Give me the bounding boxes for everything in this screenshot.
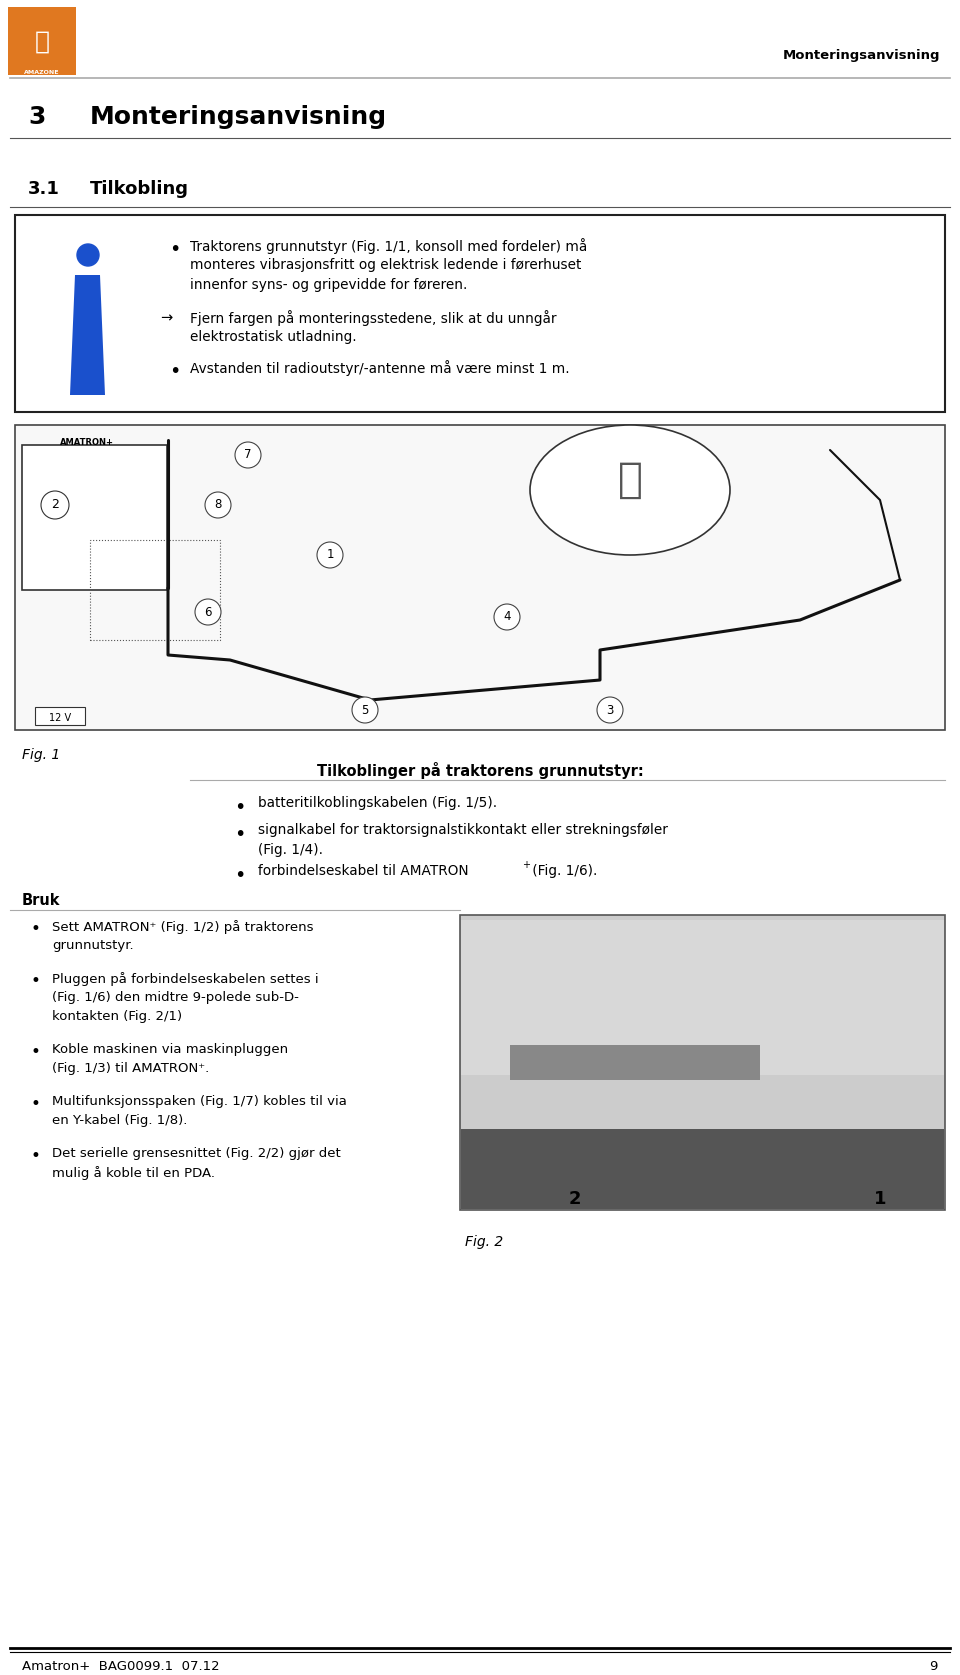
Text: 🚜: 🚜 [617, 459, 642, 501]
Text: (Fig. 1/6).: (Fig. 1/6). [528, 864, 597, 878]
Text: •: • [30, 1095, 40, 1112]
FancyBboxPatch shape [15, 214, 945, 412]
Text: innenfor syns- og gripevidde for føreren.: innenfor syns- og gripevidde for føreren… [190, 278, 468, 291]
Text: 3.1: 3.1 [28, 179, 60, 198]
Text: •: • [234, 797, 246, 817]
Text: Tilkobling: Tilkobling [90, 179, 189, 198]
Text: •: • [169, 240, 180, 260]
Text: •: • [30, 1044, 40, 1060]
Text: •: • [234, 866, 246, 884]
Polygon shape [70, 275, 105, 395]
Text: Monteringsanvisning: Monteringsanvisning [782, 49, 940, 62]
Text: Koble maskinen via maskinpluggen: Koble maskinen via maskinpluggen [52, 1044, 288, 1055]
Text: Multifunksjonsspaken (Fig. 1/7) kobles til via: Multifunksjonsspaken (Fig. 1/7) kobles t… [52, 1095, 347, 1107]
Text: (Fig. 1/6) den midtre 9-polede sub-D-: (Fig. 1/6) den midtre 9-polede sub-D- [52, 992, 299, 1003]
Text: 8: 8 [214, 499, 222, 511]
Ellipse shape [530, 425, 730, 554]
FancyBboxPatch shape [510, 1045, 760, 1080]
Text: Det serielle grensesnittet (Fig. 2/2) gjør det: Det serielle grensesnittet (Fig. 2/2) gj… [52, 1147, 341, 1161]
Bar [35, 707, 85, 725]
Text: 4: 4 [503, 610, 511, 623]
Text: Fig. 2: Fig. 2 [465, 1234, 503, 1250]
Text: 1: 1 [874, 1189, 886, 1208]
Text: (Fig. 1/4).: (Fig. 1/4). [258, 843, 323, 858]
Text: •: • [30, 920, 40, 938]
Text: Fjern fargen på monteringsstedene, slik at du unngår: Fjern fargen på monteringsstedene, slik … [190, 310, 557, 327]
Text: Monteringsanvisning: Monteringsanvisning [90, 106, 387, 129]
Text: batteritilkoblingskabelen (Fig. 1/5).: batteritilkoblingskabelen (Fig. 1/5). [258, 796, 497, 811]
Text: 12 V: 12 V [49, 714, 71, 724]
Circle shape [235, 442, 261, 467]
Text: 3: 3 [607, 704, 613, 717]
Text: forbindelseskabel til AMATRON: forbindelseskabel til AMATRON [258, 864, 468, 878]
FancyBboxPatch shape [16, 425, 944, 729]
Text: mulig å koble til en PDA.: mulig å koble til en PDA. [52, 1166, 215, 1179]
Circle shape [494, 605, 520, 630]
Text: 7: 7 [244, 449, 252, 462]
Text: +: + [522, 859, 530, 869]
Text: Amatron+  BAG0099.1  07.12: Amatron+ BAG0099.1 07.12 [22, 1660, 220, 1673]
Text: elektrostatisk utladning.: elektrostatisk utladning. [190, 330, 356, 343]
Text: •: • [234, 826, 246, 844]
Text: kontakten (Fig. 2/1): kontakten (Fig. 2/1) [52, 1010, 182, 1023]
Circle shape [597, 697, 623, 724]
Text: Tilkoblinger på traktorens grunnutstyr:: Tilkoblinger på traktorens grunnutstyr: [317, 762, 643, 779]
Text: 5: 5 [361, 704, 369, 717]
Text: AMATRON+: AMATRON+ [60, 437, 114, 447]
Text: 9: 9 [929, 1660, 938, 1673]
Text: en Y-kabel (Fig. 1/8).: en Y-kabel (Fig. 1/8). [52, 1114, 187, 1127]
Text: 2: 2 [51, 499, 59, 511]
Text: Fig. 1: Fig. 1 [22, 749, 60, 762]
FancyBboxPatch shape [8, 7, 76, 75]
Circle shape [195, 600, 221, 625]
Text: 3: 3 [28, 106, 45, 129]
Text: Pluggen på forbindelseskabelen settes i: Pluggen på forbindelseskabelen settes i [52, 971, 319, 987]
Text: →: → [160, 310, 172, 325]
Text: •: • [169, 362, 180, 380]
Text: (Fig. 1/3) til AMATRON⁺.: (Fig. 1/3) til AMATRON⁺. [52, 1062, 209, 1075]
Circle shape [352, 697, 378, 724]
Circle shape [41, 491, 69, 519]
FancyBboxPatch shape [22, 446, 167, 590]
Text: signalkabel for traktorsignalstikkontakt eller strekningsføler: signalkabel for traktorsignalstikkontakt… [258, 822, 668, 838]
Circle shape [317, 543, 343, 568]
Text: 1: 1 [326, 548, 334, 561]
Circle shape [205, 492, 231, 518]
Text: •: • [30, 1147, 40, 1166]
FancyBboxPatch shape [460, 915, 945, 1209]
FancyBboxPatch shape [461, 1129, 944, 1209]
Text: Avstanden til radioutstyr/-antenne må være minst 1 m.: Avstanden til radioutstyr/-antenne må væ… [190, 360, 569, 375]
FancyBboxPatch shape [15, 425, 945, 730]
Text: Sett AMATRON⁺ (Fig. 1/2) på traktorens: Sett AMATRON⁺ (Fig. 1/2) på traktorens [52, 920, 314, 935]
FancyBboxPatch shape [461, 920, 944, 1075]
Text: 🚜: 🚜 [35, 30, 50, 54]
Text: 2: 2 [568, 1189, 581, 1208]
Text: monteres vibrasjonsfritt og elektrisk ledende i førerhuset: monteres vibrasjonsfritt og elektrisk le… [190, 258, 582, 271]
Text: Traktorens grunnutstyr (Fig. 1/1, konsoll med fordeler) må: Traktorens grunnutstyr (Fig. 1/1, konsol… [190, 238, 588, 255]
Text: Bruk: Bruk [22, 893, 60, 908]
Bar [90, 539, 220, 640]
Text: AMAZONE: AMAZONE [24, 69, 60, 74]
Text: •: • [30, 971, 40, 990]
Text: grunnutstyr.: grunnutstyr. [52, 940, 133, 951]
Text: 6: 6 [204, 605, 212, 618]
Circle shape [77, 245, 99, 266]
